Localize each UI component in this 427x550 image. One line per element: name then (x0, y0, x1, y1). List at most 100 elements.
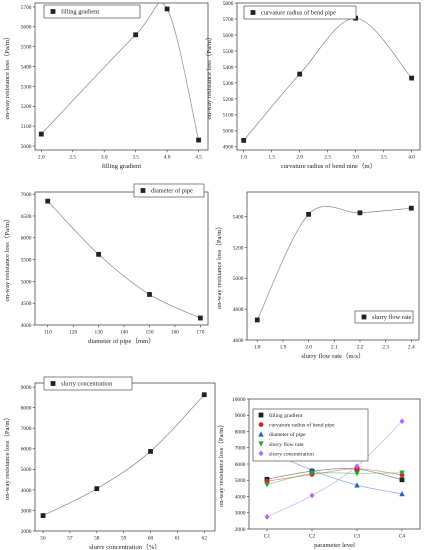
x-tick-label: 130 (95, 330, 103, 336)
legend-marker (258, 450, 264, 457)
chart-e: 56 57 58 59 60 61 62 2000 3000 4000 5000 6000 7000 80… (3, 376, 216, 550)
y-axis-label: on-way resistance loss（Pa/m） (3, 215, 11, 301)
y-tick-label: 9000 (235, 413, 246, 419)
x-tick-label: 4.0 (164, 155, 171, 161)
series-line (266, 421, 403, 518)
data-point (354, 463, 360, 470)
y-tick-label: 5000 (21, 467, 32, 473)
x-tick-label: C3 (354, 534, 361, 540)
legend-label: slurry concentration (269, 451, 314, 457)
x-tick-label: 62 (202, 536, 208, 542)
x-tick-label: 2.2 (357, 345, 364, 351)
x-tick-label: 1.0 (240, 155, 247, 161)
plot-frame (236, 2, 421, 151)
x-axis-label: filling gradient (102, 163, 142, 170)
y-tick-label: 5500 (21, 45, 32, 51)
y-tick-label: 4000 (21, 488, 32, 494)
y-tick-label: 4600 (233, 338, 244, 344)
y-tick-label: 5000 (21, 279, 32, 285)
x-tick-label: 61 (175, 536, 181, 542)
x-axis-label: diameter of pipe（mm） (88, 337, 155, 345)
legend: filling gradient curvature radius of bend… (252, 408, 369, 462)
y-tick-label: 4000 (235, 494, 246, 500)
y-axis-label: on-way resistance loss（Pa/m） (215, 223, 223, 309)
x-axis-label: slurry concentration（%） (89, 543, 161, 550)
data-point (96, 251, 102, 257)
data-point (354, 482, 360, 488)
x-tick-label: 1.5 (268, 155, 275, 161)
legend-label: curvature radius of bend pipe (261, 10, 336, 17)
data-point (264, 513, 270, 520)
legend-marker (258, 441, 264, 447)
x-tick-label: C2 (309, 534, 316, 540)
legend-marker (258, 431, 264, 437)
data-point (357, 210, 363, 216)
legend-marker (258, 422, 264, 427)
legend: curvature radius of bend pipe (243, 5, 357, 20)
x-tick-label: 2.5 (69, 155, 76, 161)
y-tick-label: 4500 (21, 301, 32, 307)
x-tick-label: 2.1 (331, 345, 338, 351)
y-tick-label: 5400 (233, 215, 244, 221)
chart-f: C1 C2 C3 C4 2000 3000 4000 5000 6000 7000 8000 9000… (217, 397, 421, 549)
y-tick-label: 5700 (223, 17, 234, 23)
y-tick-label: 6000 (235, 462, 246, 468)
y-tick-label: 6500 (21, 214, 32, 220)
y-tick-label: 5300 (223, 81, 234, 87)
y-tick-label: 5000 (235, 478, 246, 484)
legend-marker (250, 10, 256, 15)
x-tick-label: 58 (94, 536, 100, 542)
y-tick-label: 5500 (21, 257, 32, 263)
y-tick-label: 4800 (233, 307, 244, 313)
y-tick-label: 7000 (21, 192, 32, 198)
y-tick-label: 8000 (235, 429, 246, 435)
data-point (399, 477, 405, 483)
legend: slurry concentration (43, 376, 133, 391)
data-point (354, 470, 360, 477)
x-tick-label: 1.8 (254, 345, 261, 351)
x-tick-label: 1.9 (280, 345, 287, 351)
y-tick-label: 7000 (21, 426, 32, 432)
y-tick-label: 3000 (235, 511, 246, 517)
data-point (196, 137, 201, 143)
data-point (264, 482, 270, 488)
legend-box (354, 310, 414, 324)
data-point (148, 449, 153, 454)
data-point (38, 131, 44, 137)
y-tick-label: 5600 (223, 33, 234, 39)
x-tick-label: C1 (264, 534, 271, 540)
x-tick-label: 2.3 (382, 345, 389, 351)
data-point (409, 75, 415, 81)
y-tick-label: 4900 (223, 145, 234, 151)
legend-marker (50, 381, 56, 386)
y-tick-label: 7000 (235, 446, 246, 452)
chart-d: 1.8 1.9 2.0 2.1 2.2 2.3 2.4 4600 4800 5000 5200 540… (215, 191, 420, 360)
x-axis-label: parameter level (314, 542, 355, 549)
x-tick-label: C4 (399, 534, 406, 540)
series-line (256, 205, 412, 321)
legend-box (43, 4, 141, 19)
plot-frame (34, 382, 216, 532)
legend-box (133, 183, 205, 198)
legend-label: curvature radius of bend pipe (269, 422, 335, 429)
x-tick-label: 60 (148, 536, 154, 542)
y-tick-label: 5700 (21, 5, 32, 11)
y-tick-label: 5200 (233, 245, 244, 251)
x-tick-label: 2.0 (38, 155, 45, 161)
y-tick-label: 2000 (21, 529, 32, 535)
x-tick-label: 2.4 (408, 345, 415, 351)
x-tick-label: 56 (40, 536, 46, 542)
data-point (254, 317, 260, 323)
x-tick-label: 2.0 (296, 155, 303, 161)
y-tick-label: 6000 (21, 447, 32, 453)
legend-box (243, 5, 357, 20)
series-line (41, 2, 199, 141)
plot-frame (246, 191, 420, 341)
legend: diameter of pipe (133, 183, 205, 198)
data-point (306, 211, 312, 217)
y-tick-label: 5000 (223, 129, 234, 135)
data-point (309, 492, 315, 499)
x-axis-label: curvature radius of bend nine（m） (281, 162, 377, 170)
y-tick-label: 5800 (223, 1, 234, 7)
y-tick-label: 9000 (21, 385, 32, 391)
